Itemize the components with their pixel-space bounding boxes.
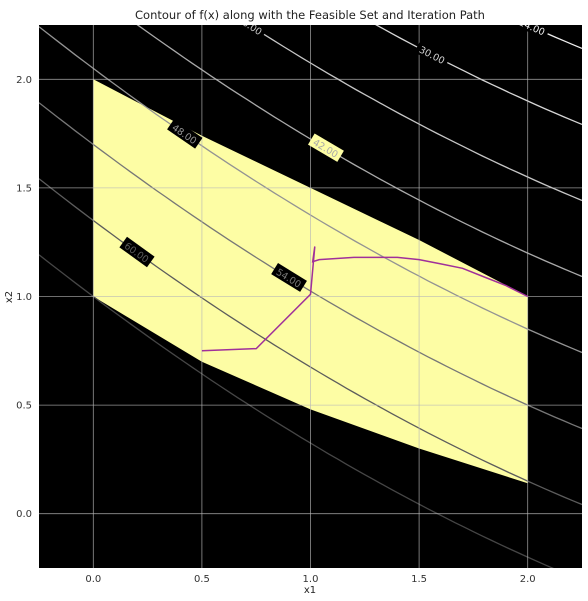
grid-lines <box>39 25 582 568</box>
chart-title: Contour of f(x) along with the Feasible … <box>135 8 485 22</box>
y-tick-label: 1.5 <box>16 183 32 194</box>
contour-label-gap <box>414 40 451 69</box>
y-tick-label: 0.5 <box>16 401 32 412</box>
contour-label-gap <box>232 25 268 40</box>
y-axis-label: x2 <box>4 291 15 303</box>
contour-label-gap <box>271 263 307 292</box>
x-axis-label: x1 <box>304 585 316 596</box>
y-tick-label: 1.0 <box>16 292 32 303</box>
contour-label-gap <box>167 118 203 149</box>
x-tick-label: 0.5 <box>194 574 210 585</box>
iteration-path <box>201 246 529 352</box>
contour-label-gap <box>514 25 551 40</box>
x-tick-label: 1.5 <box>411 574 427 585</box>
y-tick-label: 0.0 <box>16 509 32 520</box>
y-tick-label: 2.0 <box>16 75 32 86</box>
x-tick-label: 2.0 <box>520 574 536 585</box>
contour-line <box>375 25 582 126</box>
contour-label-gap <box>308 133 344 162</box>
x-tick-label: 1.0 <box>303 574 319 585</box>
x-tick-label: 0.0 <box>85 574 101 585</box>
tick-labels: 0.0 0.5 1.0 1.5 2.0 0.0 0.5 1.0 1.5 2.0 <box>16 75 536 585</box>
contour-label-gap <box>119 236 155 268</box>
